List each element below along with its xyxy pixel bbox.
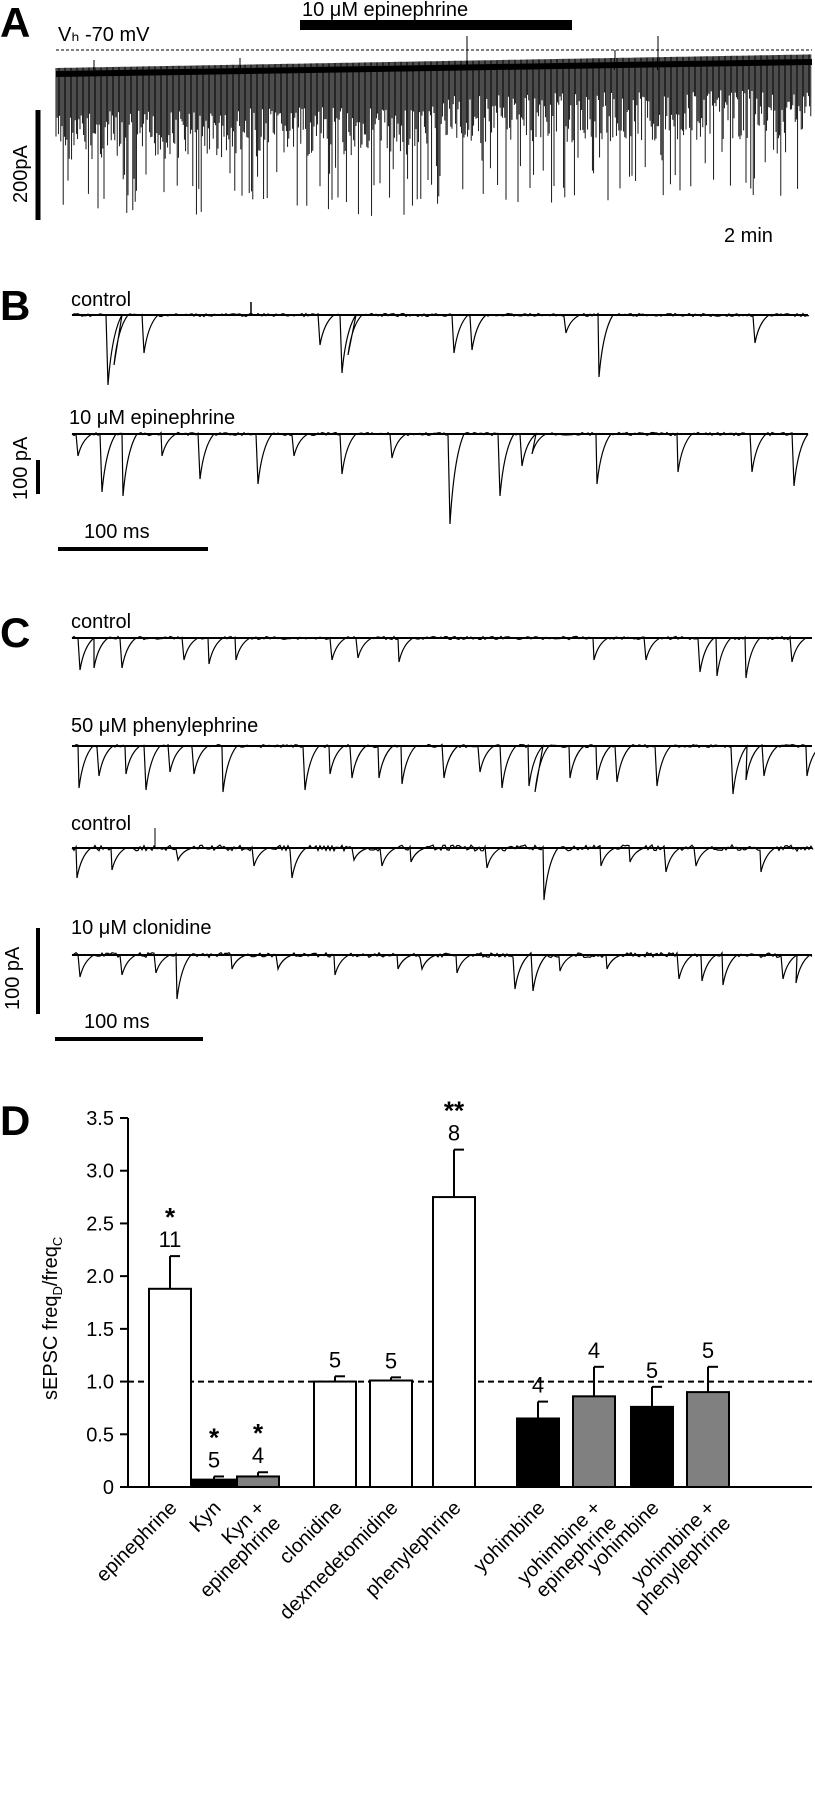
- bar: [236, 1475, 280, 1489]
- holding-potential-label: Vₕ -70 mV: [58, 24, 150, 46]
- panel-d-bar-chart: 00.51.01.52.02.53.03.5 11*5*4*5 58**4455 …: [86, 1096, 812, 1624]
- n-label: 5: [208, 1447, 220, 1472]
- panel-c-trace1-label: control: [71, 611, 132, 633]
- y-tick-label: 0: [103, 1477, 114, 1499]
- bar: [686, 1391, 730, 1488]
- n-label: 5: [385, 1348, 397, 1373]
- panel-a-graphics: [35, 20, 813, 220]
- x-tick-label: epinephrine: [92, 1497, 181, 1586]
- panel-a-scale-x-label: 2 min: [724, 225, 773, 247]
- bar: [572, 1395, 616, 1488]
- panel-b-scale-x-label: 100 ms: [84, 521, 150, 543]
- bar: [192, 1478, 236, 1488]
- y-tick-label: 2.5: [86, 1213, 114, 1235]
- y-tick-label: 1.5: [86, 1319, 114, 1341]
- panel-c-graphics: [36, 635, 815, 1041]
- bar: [630, 1405, 674, 1488]
- panel-c-scale-x-label: 100 ms: [84, 1011, 150, 1033]
- n-label: 4: [252, 1443, 264, 1468]
- panel-a-letter: A: [0, 0, 31, 46]
- y-tick-label: 2.0: [86, 1266, 114, 1288]
- n-label: 4: [532, 1373, 544, 1398]
- panel-b-epinephrine-trace: [71, 431, 809, 525]
- panel-c-control-trace-2: [71, 828, 814, 901]
- panel-c-control-trace-1: [71, 635, 813, 679]
- panel-c-trace4-label: 10 μM clonidine: [71, 917, 212, 939]
- significance-marker: *: [165, 1202, 176, 1232]
- bar: [369, 1379, 413, 1488]
- panel-b-trace1-label: control: [71, 289, 132, 311]
- n-label: 8: [448, 1121, 460, 1146]
- panel-b-scale-y-label: 100 pA: [10, 436, 32, 500]
- n-label: 5: [702, 1338, 714, 1363]
- drug-application-bar: [300, 20, 572, 30]
- significance-marker: *: [253, 1418, 264, 1448]
- chart-y-ticks: 0 0.5 1.0 1.5 2.0 2.5 3.0 3.5: [86, 1108, 128, 1499]
- panel-c-scale-y-label: 100 pA: [2, 946, 24, 1010]
- drug-application-label: 10 μM epinephrine: [302, 0, 469, 21]
- panel-d-letter: D: [0, 1097, 31, 1144]
- panel-c-clonidine-trace: [71, 950, 813, 1000]
- panel-c-trace3-label: control: [71, 813, 132, 835]
- n-label: 5: [646, 1358, 658, 1383]
- chart-y-axis-label: sEPSC freqD/freqC: [40, 1236, 65, 1400]
- panel-b-trace2-label: 10 μM epinephrine: [69, 407, 236, 429]
- y-tick-label: 0.5: [86, 1424, 114, 1446]
- bar: [516, 1417, 560, 1489]
- panel-b-graphics: [36, 302, 810, 551]
- bar: [148, 1287, 192, 1489]
- panel-c-letter: C: [0, 609, 31, 656]
- y-tick-label: 3.5: [86, 1108, 114, 1130]
- panel-b-letter: B: [0, 282, 31, 329]
- significance-marker: **: [444, 1096, 465, 1126]
- panel-c-phenylephrine-trace: [71, 743, 815, 795]
- panel-b-control-trace: [71, 302, 810, 386]
- n-label: 5: [329, 1347, 341, 1372]
- n-label: 4: [588, 1338, 600, 1363]
- bar: [432, 1196, 476, 1488]
- panel-c-trace2-label: 50 μM phenylephrine: [71, 715, 259, 737]
- y-tick-label: 1.0: [86, 1372, 114, 1394]
- n-label: 11: [159, 1227, 182, 1252]
- panel-a-current-trace: [55, 36, 813, 216]
- bar: [313, 1380, 357, 1488]
- y-tick-label: 3.0: [86, 1161, 114, 1183]
- significance-marker: *: [209, 1422, 220, 1452]
